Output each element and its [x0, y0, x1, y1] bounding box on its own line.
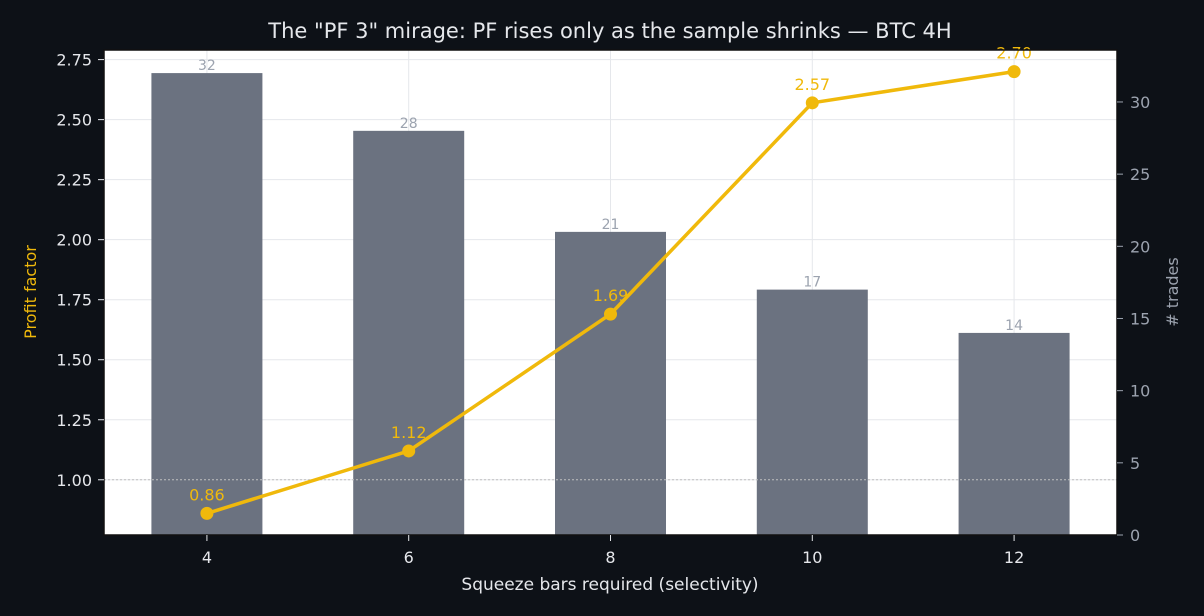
right-tick-label: 10: [1130, 382, 1150, 401]
profit-factor-value-label: 0.86: [189, 485, 225, 504]
x-tick-label: 6: [404, 548, 414, 567]
right-tick-label: 25: [1130, 165, 1150, 184]
x-axis-label: Squeeze bars required (selectivity): [461, 575, 758, 595]
bar: [555, 231, 666, 535]
bar-value-label: 17: [803, 275, 821, 291]
profit-factor-value-label: 1.69: [593, 286, 629, 305]
bar-labels: 32 28 21 17 14: [198, 58, 1023, 334]
profit-factor-point: [200, 506, 214, 520]
left-tick-label: 2.50: [56, 111, 92, 130]
x-tick-label: 8: [605, 548, 615, 567]
profit-factor-value-label: 2.70: [996, 44, 1032, 63]
bar-value-label: 28: [400, 116, 418, 132]
chart-title: The "PF 3" mirage: PF rises only as the …: [267, 19, 951, 43]
left-tick-label: 1.25: [56, 411, 92, 430]
profit-factor-point: [1007, 65, 1021, 79]
left-tick-label: 2.25: [56, 171, 92, 190]
profit-factor-value-label: 1.12: [391, 423, 427, 442]
right-tick-label: 15: [1130, 309, 1150, 328]
x-tick-label: 10: [802, 548, 822, 567]
x-axis-ticks: 4 6 8 10 12: [202, 535, 1024, 567]
bar: [151, 73, 263, 535]
left-tick-label: 2.00: [56, 231, 92, 250]
bar-value-label: 32: [198, 58, 216, 74]
bar-value-label: 14: [1005, 318, 1023, 334]
profit-factor-point: [604, 307, 617, 321]
x-tick-label: 12: [1004, 548, 1024, 567]
bar: [756, 289, 868, 535]
profit-factor-value-label: 2.57: [794, 75, 830, 94]
right-tick-label: 30: [1130, 93, 1150, 112]
right-axis-ticks: 0 5 10 15 20 25 30: [1117, 93, 1150, 545]
right-tick-label: 20: [1130, 237, 1150, 256]
x-tick-label: 4: [202, 548, 212, 567]
profit-factor-line: [200, 65, 1021, 520]
right-axis-label: # trades: [1163, 257, 1182, 326]
left-axis-ticks: 1.00 1.25 1.50 1.75 2.00 2.25 2.50 2.75: [56, 51, 104, 490]
left-tick-label: 1.75: [56, 291, 92, 310]
profit-factor-point: [402, 444, 416, 458]
profit-factor-point: [805, 96, 819, 110]
left-tick-label: 1.50: [56, 351, 92, 370]
left-tick-label: 2.75: [56, 51, 92, 70]
left-tick-label: 1.00: [56, 471, 92, 490]
bars: [151, 73, 1070, 536]
right-tick-label: 0: [1130, 526, 1140, 545]
bar: [353, 130, 465, 536]
right-tick-label: 5: [1130, 454, 1140, 473]
profit-factor-labels: 0.86 1.12 1.69 2.57 2.70: [189, 44, 1032, 505]
bar-value-label: 21: [602, 217, 620, 233]
bar: [958, 332, 1070, 535]
left-axis-label: Profit factor: [21, 245, 40, 339]
